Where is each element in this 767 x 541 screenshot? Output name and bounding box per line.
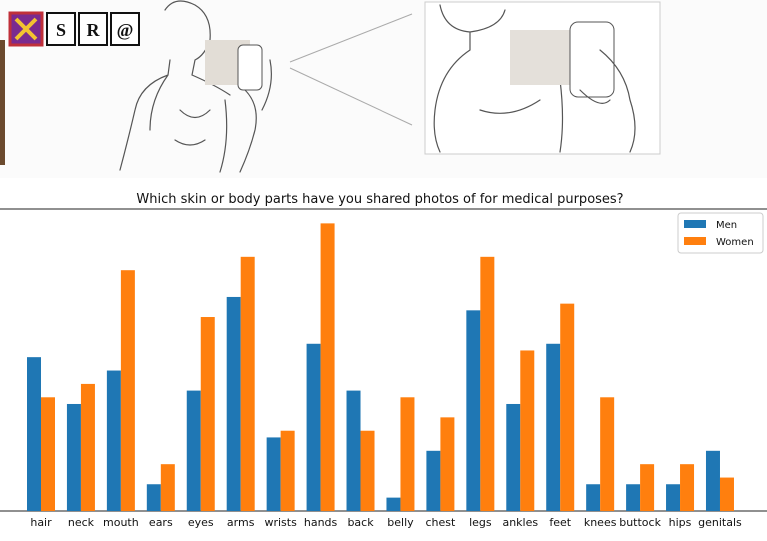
logo-letter: R bbox=[87, 20, 101, 40]
bar bbox=[626, 484, 641, 511]
bar bbox=[280, 430, 295, 511]
bar bbox=[586, 484, 601, 511]
bar bbox=[386, 497, 401, 511]
x-tick-label: hips bbox=[669, 516, 692, 529]
bar bbox=[426, 450, 441, 511]
x-tick-label: feet bbox=[549, 516, 571, 529]
bar bbox=[80, 383, 95, 511]
bar bbox=[666, 484, 681, 511]
chart-title: Which skin or body parts have you shared… bbox=[136, 192, 623, 207]
bar bbox=[719, 477, 734, 511]
bar bbox=[240, 256, 255, 511]
bar bbox=[226, 296, 241, 511]
x-tick-label: arms bbox=[227, 516, 255, 529]
bar bbox=[186, 390, 201, 511]
bar bbox=[146, 484, 161, 511]
x-tick-label: belly bbox=[387, 516, 414, 529]
bar bbox=[705, 450, 720, 511]
bar bbox=[346, 390, 361, 511]
x-tick-label: hands bbox=[304, 516, 338, 529]
x-tick-label: mouth bbox=[103, 516, 139, 529]
logo: S R @ bbox=[8, 11, 140, 47]
bar bbox=[680, 464, 695, 511]
bar bbox=[546, 343, 561, 511]
bar bbox=[66, 403, 81, 511]
x-tick-label: ankles bbox=[502, 516, 538, 529]
bar bbox=[520, 350, 535, 511]
logo-letter: @ bbox=[117, 20, 134, 40]
bar bbox=[400, 397, 415, 511]
bar bbox=[320, 223, 335, 511]
logo-letter: S bbox=[56, 20, 66, 40]
x-tick-label: eyes bbox=[188, 516, 214, 529]
bar bbox=[41, 397, 55, 511]
x-tick-label: buttock bbox=[619, 516, 661, 529]
bar bbox=[160, 464, 175, 511]
bar bbox=[360, 430, 375, 511]
x-tick-label: knees bbox=[584, 516, 617, 529]
bar bbox=[640, 464, 655, 511]
x-tick-label: hair bbox=[30, 516, 52, 529]
x-tick-label: neck bbox=[68, 516, 95, 529]
legend-swatch bbox=[684, 220, 706, 228]
legend-label: Women bbox=[716, 237, 754, 248]
x-tick-label: chest bbox=[425, 516, 456, 529]
bar bbox=[506, 403, 521, 511]
bar bbox=[120, 270, 135, 511]
bar bbox=[480, 256, 495, 511]
bar bbox=[440, 417, 455, 511]
legend-label: Men bbox=[716, 220, 737, 231]
legend-swatch bbox=[684, 237, 706, 245]
x-tick-label: genitals bbox=[698, 516, 742, 529]
bar bbox=[466, 310, 481, 511]
bar bbox=[27, 357, 41, 511]
x-tick-label: wrists bbox=[264, 516, 297, 529]
illustration bbox=[0, 0, 767, 178]
bar bbox=[560, 303, 575, 511]
x-tick-label: legs bbox=[469, 516, 492, 529]
x-tick-label: back bbox=[347, 516, 374, 529]
x-tick-label: ears bbox=[149, 516, 173, 529]
bar bbox=[306, 343, 321, 511]
bar bbox=[600, 397, 615, 511]
bar bbox=[200, 317, 215, 511]
bar bbox=[266, 437, 281, 511]
bar bbox=[106, 370, 121, 511]
